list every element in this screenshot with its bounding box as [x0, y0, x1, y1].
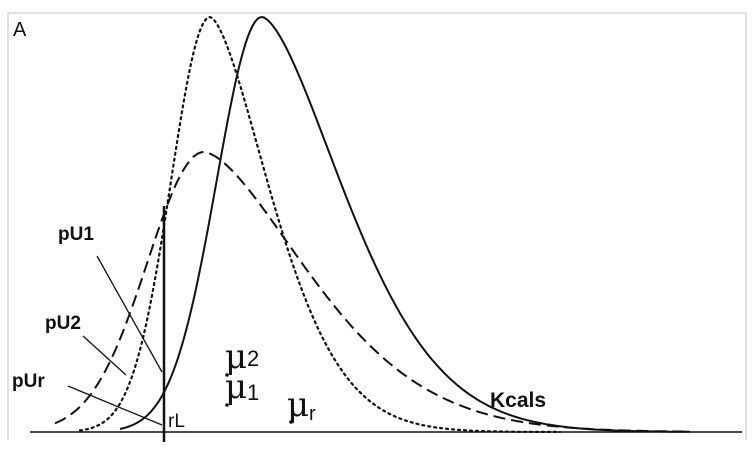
x-axis-label: Kcals — [490, 389, 546, 412]
mu-r-subscript: r — [309, 403, 316, 425]
pU2-label: pU2 — [45, 313, 81, 334]
mu-2-subscript: 2 — [247, 346, 259, 371]
panel-label: A — [13, 19, 27, 41]
mu-1-symbol: μ — [225, 367, 247, 407]
pU1-pointer — [96, 255, 163, 373]
mu-1-subscript: 1 — [247, 380, 259, 405]
mu-1-marker — [225, 403, 229, 407]
mu-r-symbol: μ — [287, 385, 309, 425]
rL-label: rL — [168, 411, 185, 432]
pUr-pointer — [67, 385, 163, 426]
pU1-label: pU1 — [58, 224, 94, 245]
curve-mu-2-dashed — [54, 150, 689, 433]
mu-r-marker — [289, 420, 293, 424]
curve-mu-1-dotted — [78, 15, 562, 434]
curve-mu-r-solid — [119, 15, 690, 433]
mu-2-symbol: μ — [225, 337, 247, 377]
pU2-pointer — [82, 335, 127, 376]
pUr-label: pUr — [12, 371, 45, 392]
mu-2-marker — [225, 373, 229, 377]
